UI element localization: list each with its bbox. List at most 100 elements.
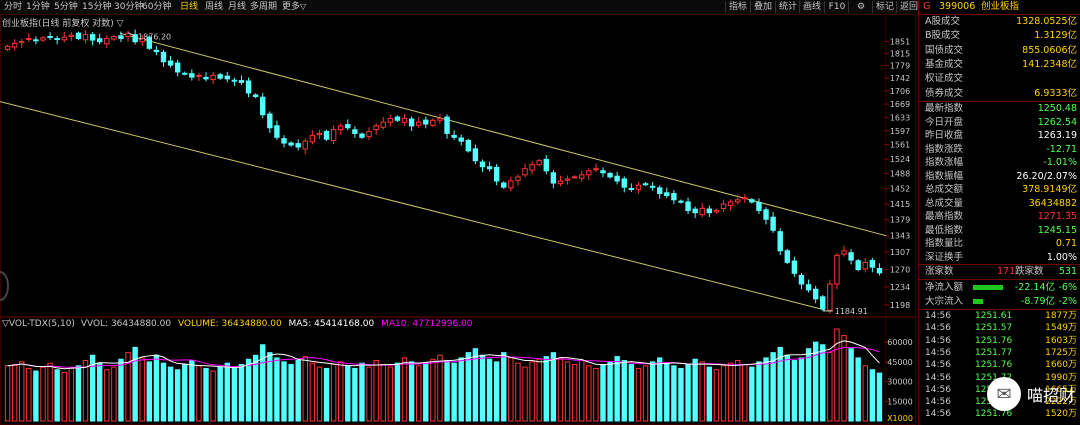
candle[interactable] <box>118 31 124 42</box>
candle[interactable] <box>734 194 741 205</box>
candle[interactable] <box>167 55 174 68</box>
volume-bar[interactable] <box>437 354 443 422</box>
candle[interactable] <box>812 285 819 304</box>
toolbar-button-1[interactable]: 叠加 <box>750 1 775 13</box>
volume-bar[interactable] <box>281 361 287 422</box>
volume-bar[interactable] <box>224 362 230 422</box>
candle[interactable] <box>323 129 330 141</box>
volume-bar[interactable] <box>125 352 131 422</box>
candle[interactable] <box>359 132 365 140</box>
volume-bar[interactable] <box>238 363 245 422</box>
candle[interactable] <box>642 182 649 187</box>
volume-bar[interactable] <box>770 352 776 422</box>
volume-bar[interactable] <box>252 354 259 422</box>
volume-bar[interactable] <box>444 360 450 422</box>
candle[interactable] <box>217 72 223 80</box>
volume-bar[interactable] <box>401 357 408 422</box>
candle[interactable] <box>465 138 472 153</box>
candle[interactable] <box>47 32 53 40</box>
volume-chart[interactable]: 60000 45000 30000 15000 X1000 <box>0 317 916 425</box>
volume-bar[interactable] <box>472 348 479 422</box>
candle[interactable] <box>628 183 635 192</box>
candle[interactable] <box>274 120 280 140</box>
volume-bar[interactable] <box>493 361 500 422</box>
volume-bar[interactable] <box>245 358 252 422</box>
volume-bar[interactable] <box>260 344 266 422</box>
volume-bar[interactable] <box>359 362 365 422</box>
candle[interactable] <box>224 71 230 83</box>
candle[interactable] <box>586 168 592 181</box>
period-tab-9[interactable]: 多周期 <box>250 2 278 12</box>
candle[interactable] <box>607 171 613 179</box>
candle[interactable] <box>571 175 578 179</box>
candle[interactable] <box>501 181 507 189</box>
volume-bar[interactable] <box>11 363 18 422</box>
volume-bar[interactable] <box>805 348 812 422</box>
candle[interactable] <box>352 126 358 138</box>
chart-title-dropdown-icon[interactable]: ▽ <box>116 19 124 29</box>
volume-bar[interactable] <box>196 365 202 422</box>
toolbar-button-2[interactable]: 统计 <box>775 1 800 13</box>
volume-bar[interactable] <box>855 357 861 422</box>
volume-bar[interactable] <box>834 328 840 422</box>
volume-bar[interactable] <box>812 341 819 422</box>
candle[interactable] <box>415 116 422 128</box>
candle[interactable] <box>153 46 160 56</box>
volume-bar[interactable] <box>338 361 344 422</box>
volume-bar[interactable] <box>68 367 75 422</box>
volume-bar[interactable] <box>720 365 727 422</box>
volume-bar[interactable] <box>330 363 337 422</box>
candle[interactable] <box>423 116 429 129</box>
candle[interactable] <box>68 31 75 41</box>
volume-bar[interactable] <box>40 366 46 422</box>
volume-bar[interactable] <box>153 354 160 422</box>
toolbar-button-4[interactable]: F10 <box>824 1 849 13</box>
volume-bar[interactable] <box>61 371 67 422</box>
period-tab-8[interactable]: 月线 <box>228 2 247 12</box>
volume-bar[interactable] <box>734 360 741 422</box>
channel-upper[interactable] <box>119 32 887 237</box>
volume-bar[interactable] <box>713 369 720 422</box>
candle[interactable] <box>756 198 762 214</box>
candle[interactable] <box>820 295 826 311</box>
volume-bar[interactable] <box>380 363 386 422</box>
volume-bar[interactable] <box>366 366 372 422</box>
volume-bar[interactable] <box>352 367 358 422</box>
candle[interactable] <box>479 159 486 172</box>
candle[interactable] <box>706 205 713 218</box>
volume-bar[interactable] <box>777 346 783 422</box>
candle[interactable] <box>515 174 521 186</box>
volume-bar[interactable] <box>231 367 238 422</box>
candle[interactable] <box>834 252 840 290</box>
volume-bar[interactable] <box>649 361 656 422</box>
volume-bar[interactable] <box>657 357 663 422</box>
period-tab-7[interactable]: 周线 <box>205 2 224 12</box>
candle[interactable] <box>841 245 847 257</box>
volume-bar[interactable] <box>75 365 82 422</box>
candle[interactable] <box>805 279 812 293</box>
volume-bar[interactable] <box>763 357 769 422</box>
volume-bar[interactable] <box>508 357 514 422</box>
candle[interactable] <box>252 93 259 99</box>
volume-bar[interactable] <box>543 356 549 422</box>
candle[interactable] <box>174 59 181 77</box>
volume-bar[interactable] <box>685 363 691 422</box>
candle[interactable] <box>75 31 82 41</box>
candle[interactable] <box>11 39 18 51</box>
candle[interactable] <box>231 77 238 86</box>
candle[interactable] <box>692 206 698 218</box>
volume-bar[interactable] <box>4 365 11 422</box>
candle[interactable] <box>394 115 401 123</box>
candle[interactable] <box>430 118 436 128</box>
candle[interactable] <box>742 194 748 203</box>
volume-bar[interactable] <box>522 366 528 422</box>
candle[interactable] <box>189 69 195 81</box>
candle[interactable] <box>104 35 110 49</box>
volume-bar[interactable] <box>536 358 542 422</box>
candle[interactable] <box>458 134 464 146</box>
volume-bar[interactable] <box>19 361 25 422</box>
candle[interactable] <box>493 163 500 186</box>
volume-bar[interactable] <box>621 360 627 422</box>
candle[interactable] <box>579 170 585 182</box>
volume-bar[interactable] <box>33 370 39 422</box>
